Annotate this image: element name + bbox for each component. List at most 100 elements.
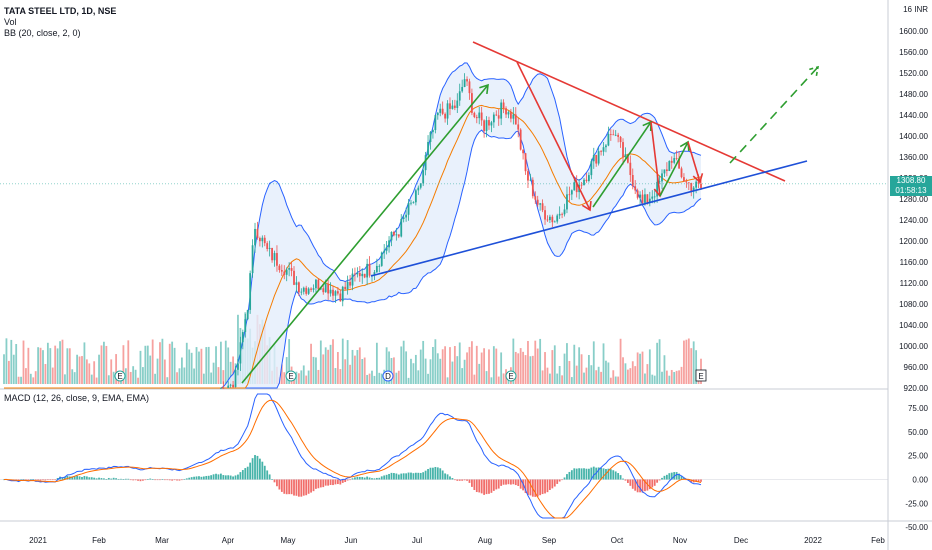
volume-bar [446,377,449,384]
macd-histogram-bar [100,478,103,480]
candle-body [395,234,398,236]
macd-histogram-bar [271,479,273,480]
green-projection-arrow-head [809,65,820,77]
volume-bar [695,350,698,384]
macd-histogram-bar [690,479,693,483]
macd-histogram-bar [144,479,147,481]
volume-bar [602,343,605,384]
candle-body [346,281,349,290]
candle-body [490,122,493,126]
candle-body [687,182,690,184]
macd-histogram-bar [198,476,200,480]
volume-bar [612,370,615,384]
macd-histogram-bar [412,473,415,480]
macd-histogram-bar [544,479,546,494]
bb-fill [4,62,701,389]
macd-histogram-bar [410,472,412,480]
macd-histogram-bar [336,479,339,485]
candle-body [619,136,622,143]
macd-histogram-bar [407,472,410,480]
volume-bar [20,376,22,384]
macd-histogram-bar [475,479,478,493]
candle-body [510,112,512,119]
macd-histogram-bar [436,467,439,480]
volume-bar [54,345,57,384]
time-tick-label: Feb [871,536,885,545]
volume-bar [29,373,32,384]
time-tick-label: Nov [673,536,687,545]
candle-body [658,181,661,183]
volume-bar [132,366,135,384]
candle-body [527,171,529,181]
volume-bar [451,361,454,384]
volume-bar [237,314,239,384]
macd-histogram-bar [273,479,276,483]
macd-histogram-bar [485,479,488,495]
candle-body [685,181,688,183]
macd-histogram-bar [424,470,427,480]
macd-histogram-bar [139,479,142,482]
candle-body [439,108,442,113]
legend: TATA STEEL LTD, 1D, NSE Vol BB (20, clos… [4,6,116,39]
time-tick-label: Sep [542,536,557,545]
macd-histogram-bar [351,478,354,480]
candle-body [336,291,339,294]
volume-bar [15,344,18,384]
green-impulse-arrow [241,84,489,384]
macd-histogram-bar [266,470,269,480]
candle-body [385,247,388,251]
candle-body [417,187,420,191]
macd-histogram-bar [210,475,213,480]
candle-body [436,112,439,116]
macd-histogram-bar [417,472,420,480]
volume-bar [349,364,351,384]
candle-body [424,155,427,171]
volume-bar [514,351,517,384]
candle-body [665,169,668,172]
candle-body [597,151,600,164]
volume-bar [661,371,663,384]
volume-bar [656,342,659,384]
volume-bar [212,362,215,384]
macd-histogram-bar [285,479,288,495]
macd-histogram-bar [166,479,169,481]
macd-histogram-bar [61,477,64,480]
volume-bar [658,339,661,384]
macd-histogram-bar [656,479,659,483]
vol-label: Vol [4,17,17,27]
macd-histogram-bar [631,479,634,489]
candle-body [307,288,310,294]
macd-histogram-bar [434,466,437,480]
volume-bar [90,374,93,384]
macd-histogram-bar [480,479,483,494]
earnings-marker-label: E [117,372,122,381]
macd-histogram-bar [142,479,144,481]
candle-body [310,288,312,290]
volume-bar [544,352,546,384]
macd-histogram-bar [315,479,317,489]
candle-body [566,194,568,210]
red-drop-arrow [516,61,591,211]
volume-bar [622,357,624,384]
candle-body [388,240,390,248]
candle-body [397,234,400,237]
time-tick-label: Jul [412,536,422,545]
volume-bar [25,368,27,384]
candle-body [351,273,354,286]
macd-histogram-bar [383,475,386,480]
candle-body [422,170,425,184]
volume-bar [490,377,493,384]
candle-body [456,100,459,108]
volume-bar [297,373,300,384]
macd-histogram-bar [597,467,600,480]
candle-body [683,177,685,182]
macd-histogram-bar [405,473,408,480]
volume-bar [215,346,217,384]
volume-bar [310,343,312,384]
price-tick-label: 1480.00 [899,90,928,99]
volume-bar [519,348,522,384]
volume-bar [561,375,563,384]
axes: 1600.00 1560.00 1520.00 1480.00 1440.00 1400.… [29,5,928,545]
candle-body [641,194,644,203]
